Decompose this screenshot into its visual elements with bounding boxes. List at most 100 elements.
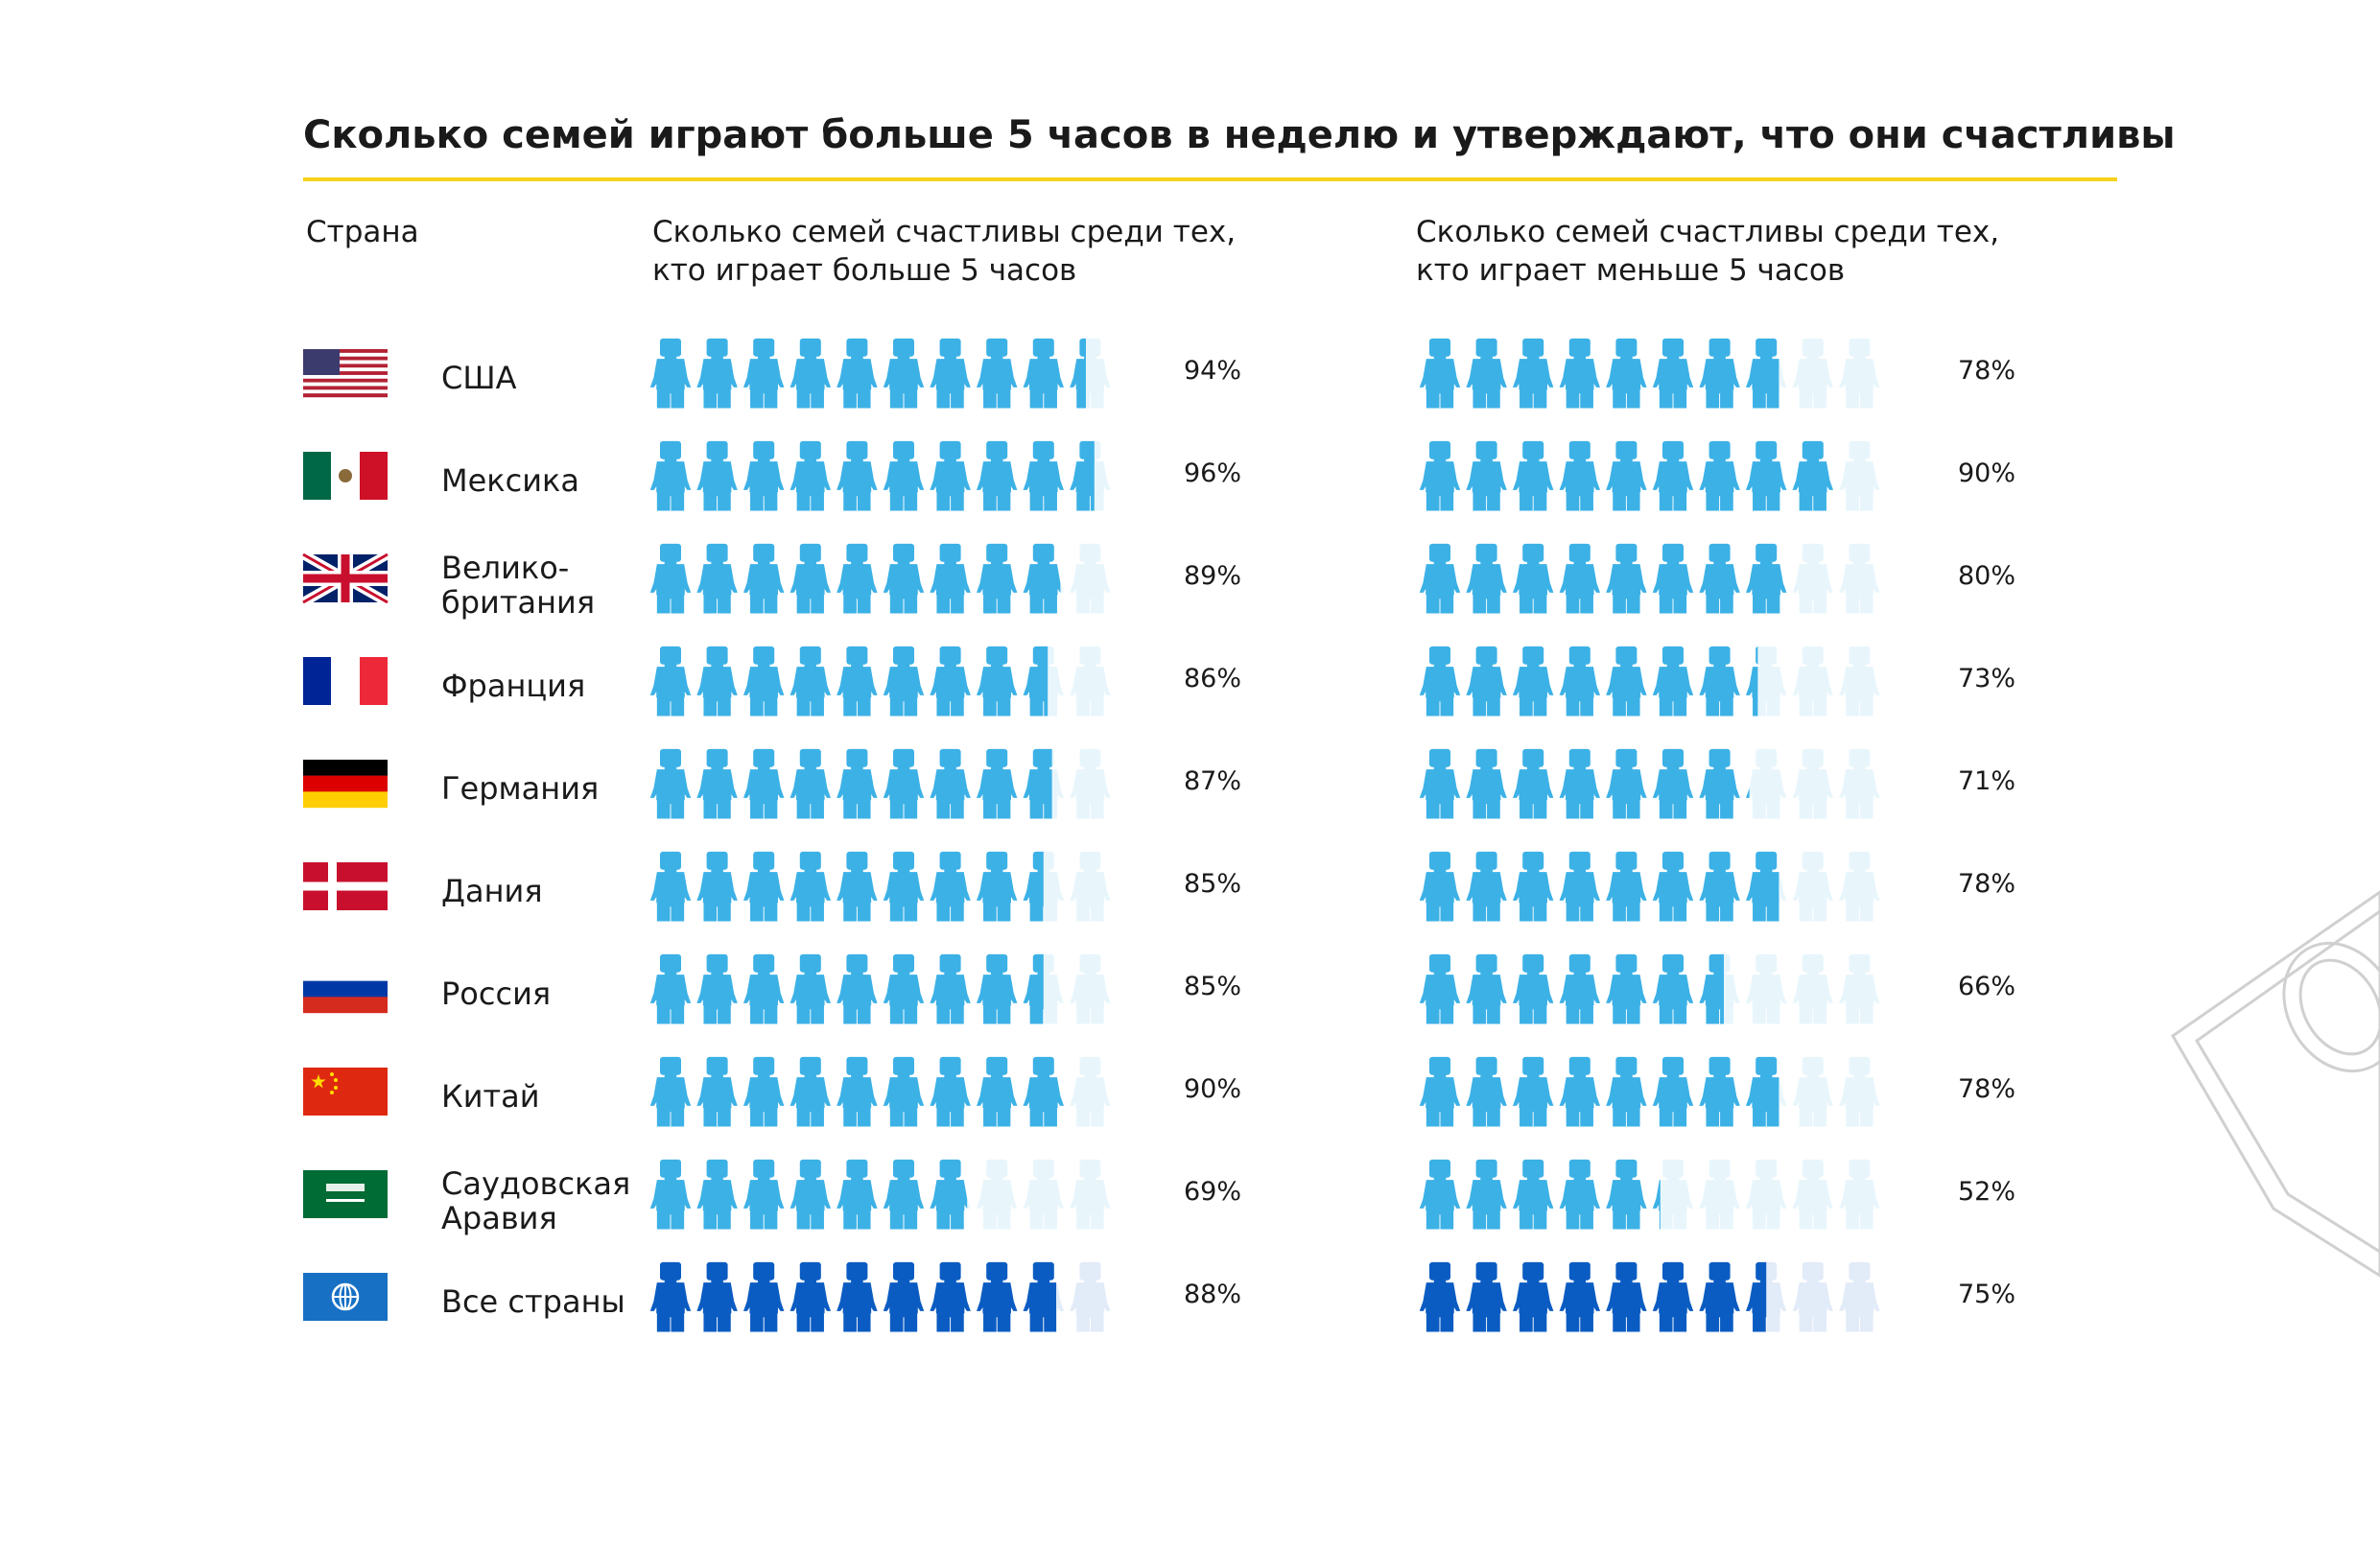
figure-empty bbox=[1070, 1056, 1111, 1127]
figure-filled bbox=[837, 748, 878, 819]
flag-part bbox=[339, 469, 352, 482]
figure-filled bbox=[789, 338, 832, 409]
figure-filled bbox=[742, 1056, 785, 1127]
figure-filled bbox=[1512, 1159, 1554, 1230]
figure-filled bbox=[1606, 1056, 1647, 1127]
figure-empty bbox=[1839, 748, 1880, 819]
flag-part bbox=[303, 881, 388, 891]
figure-filled bbox=[930, 1261, 971, 1332]
figure-filled bbox=[696, 1159, 738, 1230]
figure-filled bbox=[1419, 440, 1461, 511]
figure-filled bbox=[696, 851, 738, 922]
figure-filled bbox=[649, 338, 692, 409]
figure-filled bbox=[649, 748, 692, 819]
figure-filled bbox=[789, 440, 832, 511]
figure-filled bbox=[1466, 440, 1507, 511]
figure-empty bbox=[1839, 543, 1880, 614]
figure-filled bbox=[1699, 543, 1740, 614]
figure-filled bbox=[742, 748, 785, 819]
figure-filled bbox=[1559, 338, 1601, 409]
flag-part bbox=[303, 760, 388, 776]
figure-empty bbox=[1070, 543, 1111, 614]
figure-filled bbox=[1419, 851, 1461, 922]
figure-filled bbox=[649, 1056, 692, 1127]
figure-filled bbox=[1023, 440, 1065, 511]
figure-filled bbox=[742, 851, 785, 922]
flag bbox=[303, 452, 388, 500]
figure-filled bbox=[1559, 1261, 1601, 1332]
value-label: 96% bbox=[1184, 458, 1242, 488]
figure-filled bbox=[1699, 440, 1740, 511]
figure-filled bbox=[1606, 1261, 1647, 1332]
figure-filled bbox=[1419, 953, 1461, 1024]
figure-filled bbox=[1699, 851, 1740, 922]
figure-filled bbox=[696, 1261, 738, 1332]
figure-filled bbox=[742, 1261, 785, 1332]
value-label: 69% bbox=[1184, 1177, 1242, 1207]
category-label: Франция bbox=[441, 668, 586, 704]
category-header: Страна bbox=[306, 215, 419, 249]
flag-part bbox=[311, 1074, 326, 1089]
figure-filled bbox=[1512, 851, 1554, 922]
flag-part bbox=[303, 791, 388, 809]
figure-empty bbox=[1745, 1159, 1787, 1230]
figure-filled bbox=[789, 646, 832, 717]
figure-empty bbox=[976, 1159, 1018, 1230]
figure-filled bbox=[837, 543, 878, 614]
figure-empty bbox=[1839, 1159, 1880, 1230]
figure-empty bbox=[1792, 543, 1834, 614]
figure-filled bbox=[1512, 748, 1554, 819]
value-label: 52% bbox=[1958, 1177, 2016, 1207]
figure-filled bbox=[789, 851, 832, 922]
figure-filled bbox=[930, 338, 971, 409]
figure-filled bbox=[789, 953, 832, 1024]
figure-empty bbox=[1070, 748, 1111, 819]
figure-filled bbox=[883, 1159, 925, 1230]
figure-fill bbox=[649, 440, 1095, 511]
figure-filled bbox=[1652, 851, 1694, 922]
figure-filled bbox=[1652, 440, 1694, 511]
figure-filled bbox=[883, 338, 925, 409]
category-label: Дания bbox=[441, 873, 543, 909]
flag bbox=[303, 1273, 388, 1321]
figure-filled bbox=[837, 440, 878, 511]
figure-filled bbox=[1419, 1261, 1461, 1332]
flag-part bbox=[303, 1170, 388, 1218]
flag-part bbox=[330, 1072, 334, 1076]
figure-filled bbox=[649, 440, 692, 511]
figure-filled bbox=[742, 338, 785, 409]
figure-filled bbox=[1652, 543, 1694, 614]
flag-part bbox=[326, 1184, 365, 1191]
figure-filled bbox=[976, 646, 1018, 717]
series-header: Сколько семей счастливы среди тех, кто и… bbox=[1416, 215, 2000, 288]
figure-filled bbox=[1699, 646, 1740, 717]
figure-empty bbox=[1070, 1159, 1111, 1230]
figure-empty bbox=[1839, 1056, 1880, 1127]
figure-filled bbox=[742, 543, 785, 614]
category-label: Все страны bbox=[441, 1283, 625, 1320]
figure-filled bbox=[1745, 440, 1787, 511]
figure-filled bbox=[1466, 646, 1507, 717]
figure-filled bbox=[789, 1159, 832, 1230]
value-label: 78% bbox=[1958, 869, 2016, 899]
figure-fill bbox=[649, 1261, 1056, 1332]
figure-filled bbox=[696, 646, 738, 717]
figure-filled bbox=[930, 953, 971, 1024]
figure-filled bbox=[1559, 1056, 1601, 1127]
value-label: 75% bbox=[1958, 1280, 2016, 1309]
figure-empty bbox=[1745, 953, 1787, 1024]
figure-filled bbox=[1699, 1056, 1740, 1127]
figure-fill bbox=[649, 646, 1049, 717]
flag-part bbox=[303, 980, 388, 998]
figure-filled bbox=[1559, 543, 1601, 614]
figure-filled bbox=[789, 1056, 832, 1127]
value-label: 86% bbox=[1184, 664, 1242, 693]
figure-filled bbox=[1466, 851, 1507, 922]
figure-filled bbox=[1466, 1261, 1507, 1332]
flag bbox=[303, 1170, 388, 1218]
figure-filled bbox=[742, 953, 785, 1024]
value-label: 88% bbox=[1184, 1280, 1242, 1309]
flag-part bbox=[333, 1284, 358, 1309]
figure-filled bbox=[976, 953, 1018, 1024]
figure-filled bbox=[649, 851, 692, 922]
